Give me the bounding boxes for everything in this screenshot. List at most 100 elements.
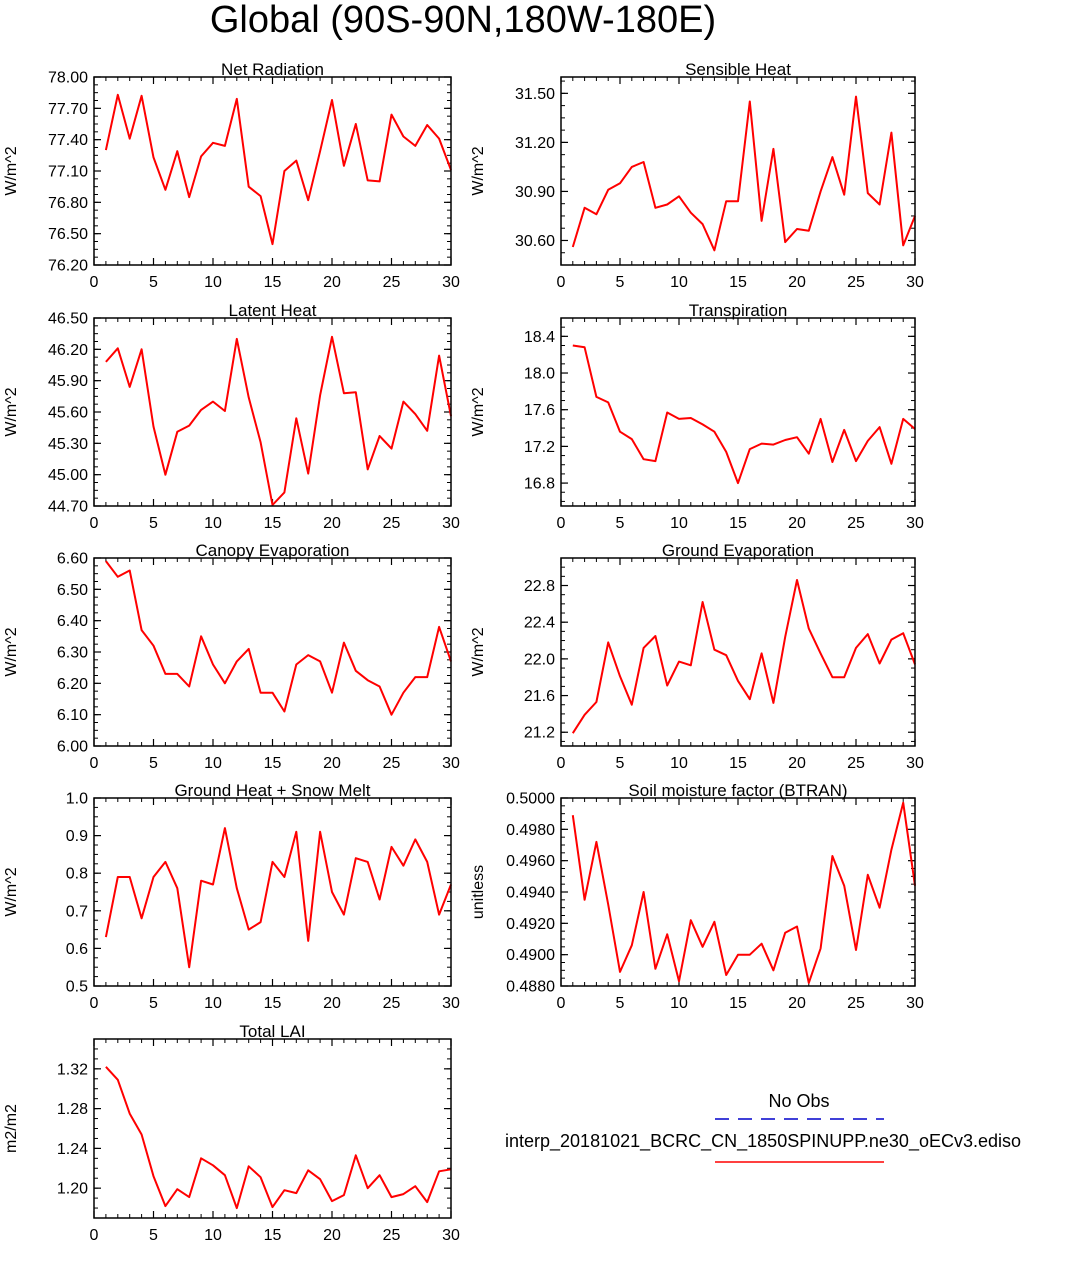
panel-title: Latent Heat — [229, 301, 317, 320]
x-tick-label: 5 — [149, 274, 158, 291]
plot-frame — [93, 797, 452, 987]
x-tick-label: 20 — [323, 515, 341, 532]
x-tick-label: 15 — [264, 995, 282, 1012]
panel-title: Ground Evaporation — [662, 541, 814, 560]
series-line — [105, 1066, 452, 1210]
x-tick-label: 30 — [442, 755, 460, 772]
panel-title: Sensible Heat — [685, 60, 791, 79]
x-tick-label: 15 — [264, 755, 282, 772]
x-tick-label: 20 — [788, 755, 806, 772]
x-tick-label: 25 — [847, 274, 865, 291]
x-tick-label: 0 — [90, 274, 99, 291]
y-tick-label: 0.4980 — [506, 822, 555, 839]
plot-frame — [560, 557, 916, 747]
y-tick-label: 0.8 — [66, 866, 88, 883]
x-tick-label: 0 — [90, 995, 99, 1012]
legend: No Obs interp_20181021_BCRC_CN_1850SPINU… — [505, 1091, 1021, 1163]
x-tick-label: 30 — [442, 274, 460, 291]
y-tick-label: 22.8 — [524, 578, 555, 595]
plot-frame — [560, 317, 916, 507]
x-tick-label: 5 — [149, 1227, 158, 1244]
y-tick-label: 1.32 — [57, 1061, 88, 1078]
x-tick-label: 5 — [616, 274, 625, 291]
panel-title: Ground Heat + Snow Melt — [174, 781, 370, 800]
y-axis-label: W/m^2 — [470, 387, 487, 436]
x-tick-label: 25 — [383, 755, 401, 772]
y-tick-label: 45.00 — [48, 467, 88, 484]
y-tick-label: 1.20 — [57, 1181, 88, 1198]
y-tick-label: 77.40 — [48, 132, 88, 149]
legend-obs-label: No Obs — [768, 1091, 829, 1111]
x-tick-label: 30 — [442, 995, 460, 1012]
series-line — [105, 560, 452, 716]
y-tick-label: 44.70 — [48, 499, 88, 516]
x-tick-label: 5 — [149, 995, 158, 1012]
y-tick-label: 17.6 — [524, 402, 555, 419]
x-tick-label: 10 — [670, 274, 688, 291]
y-tick-label: 0.4920 — [506, 916, 555, 933]
panel-6: Ground Heat + Snow Melt W/m^2 0 5 10 15 20 25 30… — [3, 781, 460, 1012]
y-tick-label: 22.0 — [524, 651, 555, 668]
y-tick-label: 6.50 — [57, 582, 88, 599]
x-tick-label: 15 — [729, 274, 747, 291]
x-tick-label: 25 — [383, 995, 401, 1012]
y-tick-label: 0.4880 — [506, 979, 555, 996]
y-tick-label: 6.40 — [57, 613, 88, 630]
x-tick-label: 30 — [906, 995, 924, 1012]
y-tick-label: 21.2 — [524, 725, 555, 742]
y-tick-label: 30.90 — [515, 184, 555, 201]
figure-title: Global (90S-90N,180W-180E) — [210, 0, 716, 41]
x-tick-label: 15 — [729, 755, 747, 772]
x-tick-label: 0 — [557, 755, 566, 772]
y-tick-label: 77.70 — [48, 101, 88, 118]
panel-title: Net Radiation — [221, 60, 324, 79]
y-axis-label: unitless — [470, 865, 487, 919]
x-tick-label: 30 — [906, 274, 924, 291]
panel-title: Transpiration — [689, 301, 788, 320]
y-tick-label: 16.8 — [524, 476, 555, 493]
series-line — [571, 95, 916, 252]
panel-8: Total LAI m2/m2 0 5 10 15 20 25 30 1.20 1.24 1.28 1.… — [3, 1022, 460, 1244]
x-tick-label: 20 — [788, 274, 806, 291]
panel-title: Soil moisture factor (BTRAN) — [628, 781, 847, 800]
panel-3: Transpiration W/m^2 0 5 10 15 20 25 30 16.8 17.2 17… — [470, 301, 924, 532]
x-tick-label: 15 — [264, 274, 282, 291]
y-axis-label: W/m^2 — [3, 627, 20, 676]
panel-0: Net Radiation W/m^2 0 5 10 15 20 25 30 76.20 76.50… — [3, 60, 460, 291]
x-tick-label: 25 — [847, 995, 865, 1012]
y-tick-label: 1.24 — [57, 1141, 88, 1158]
x-tick-label: 5 — [149, 755, 158, 772]
y-tick-label: 45.60 — [48, 405, 88, 422]
y-tick-label: 21.6 — [524, 688, 555, 705]
y-tick-label: 76.20 — [48, 258, 88, 275]
plot-frame — [560, 76, 916, 266]
y-tick-label: 6.30 — [57, 645, 88, 662]
x-tick-label: 15 — [729, 515, 747, 532]
x-tick-label: 10 — [204, 1227, 222, 1244]
x-tick-label: 25 — [383, 515, 401, 532]
x-tick-label: 30 — [442, 515, 460, 532]
series-line — [105, 335, 452, 506]
x-tick-label: 20 — [323, 274, 341, 291]
y-tick-label: 46.50 — [48, 311, 88, 328]
y-axis-label: W/m^2 — [3, 387, 20, 436]
panel-title: Canopy Evaporation — [195, 541, 349, 560]
y-tick-label: 18.4 — [524, 329, 555, 346]
x-tick-label: 0 — [90, 755, 99, 772]
y-tick-label: 0.7 — [66, 903, 88, 920]
panel-7: Soil moisture factor (BTRAN) unitless 0 5 10… — [470, 781, 924, 1012]
series-line — [572, 344, 916, 485]
panel-5: Ground Evaporation W/m^2 0 5 10 15 20 25 30 21.2 2… — [470, 541, 924, 772]
x-tick-label: 0 — [557, 274, 566, 291]
x-tick-label: 15 — [264, 515, 282, 532]
plot-frame — [93, 76, 452, 266]
x-tick-label: 20 — [323, 1227, 341, 1244]
y-tick-label: 78.00 — [48, 70, 88, 87]
x-tick-label: 0 — [557, 995, 566, 1012]
x-tick-label: 25 — [383, 1227, 401, 1244]
y-tick-label: 30.60 — [515, 233, 555, 250]
y-tick-label: 31.20 — [515, 135, 555, 152]
y-tick-label: 18.0 — [524, 366, 555, 383]
x-tick-label: 30 — [906, 515, 924, 532]
